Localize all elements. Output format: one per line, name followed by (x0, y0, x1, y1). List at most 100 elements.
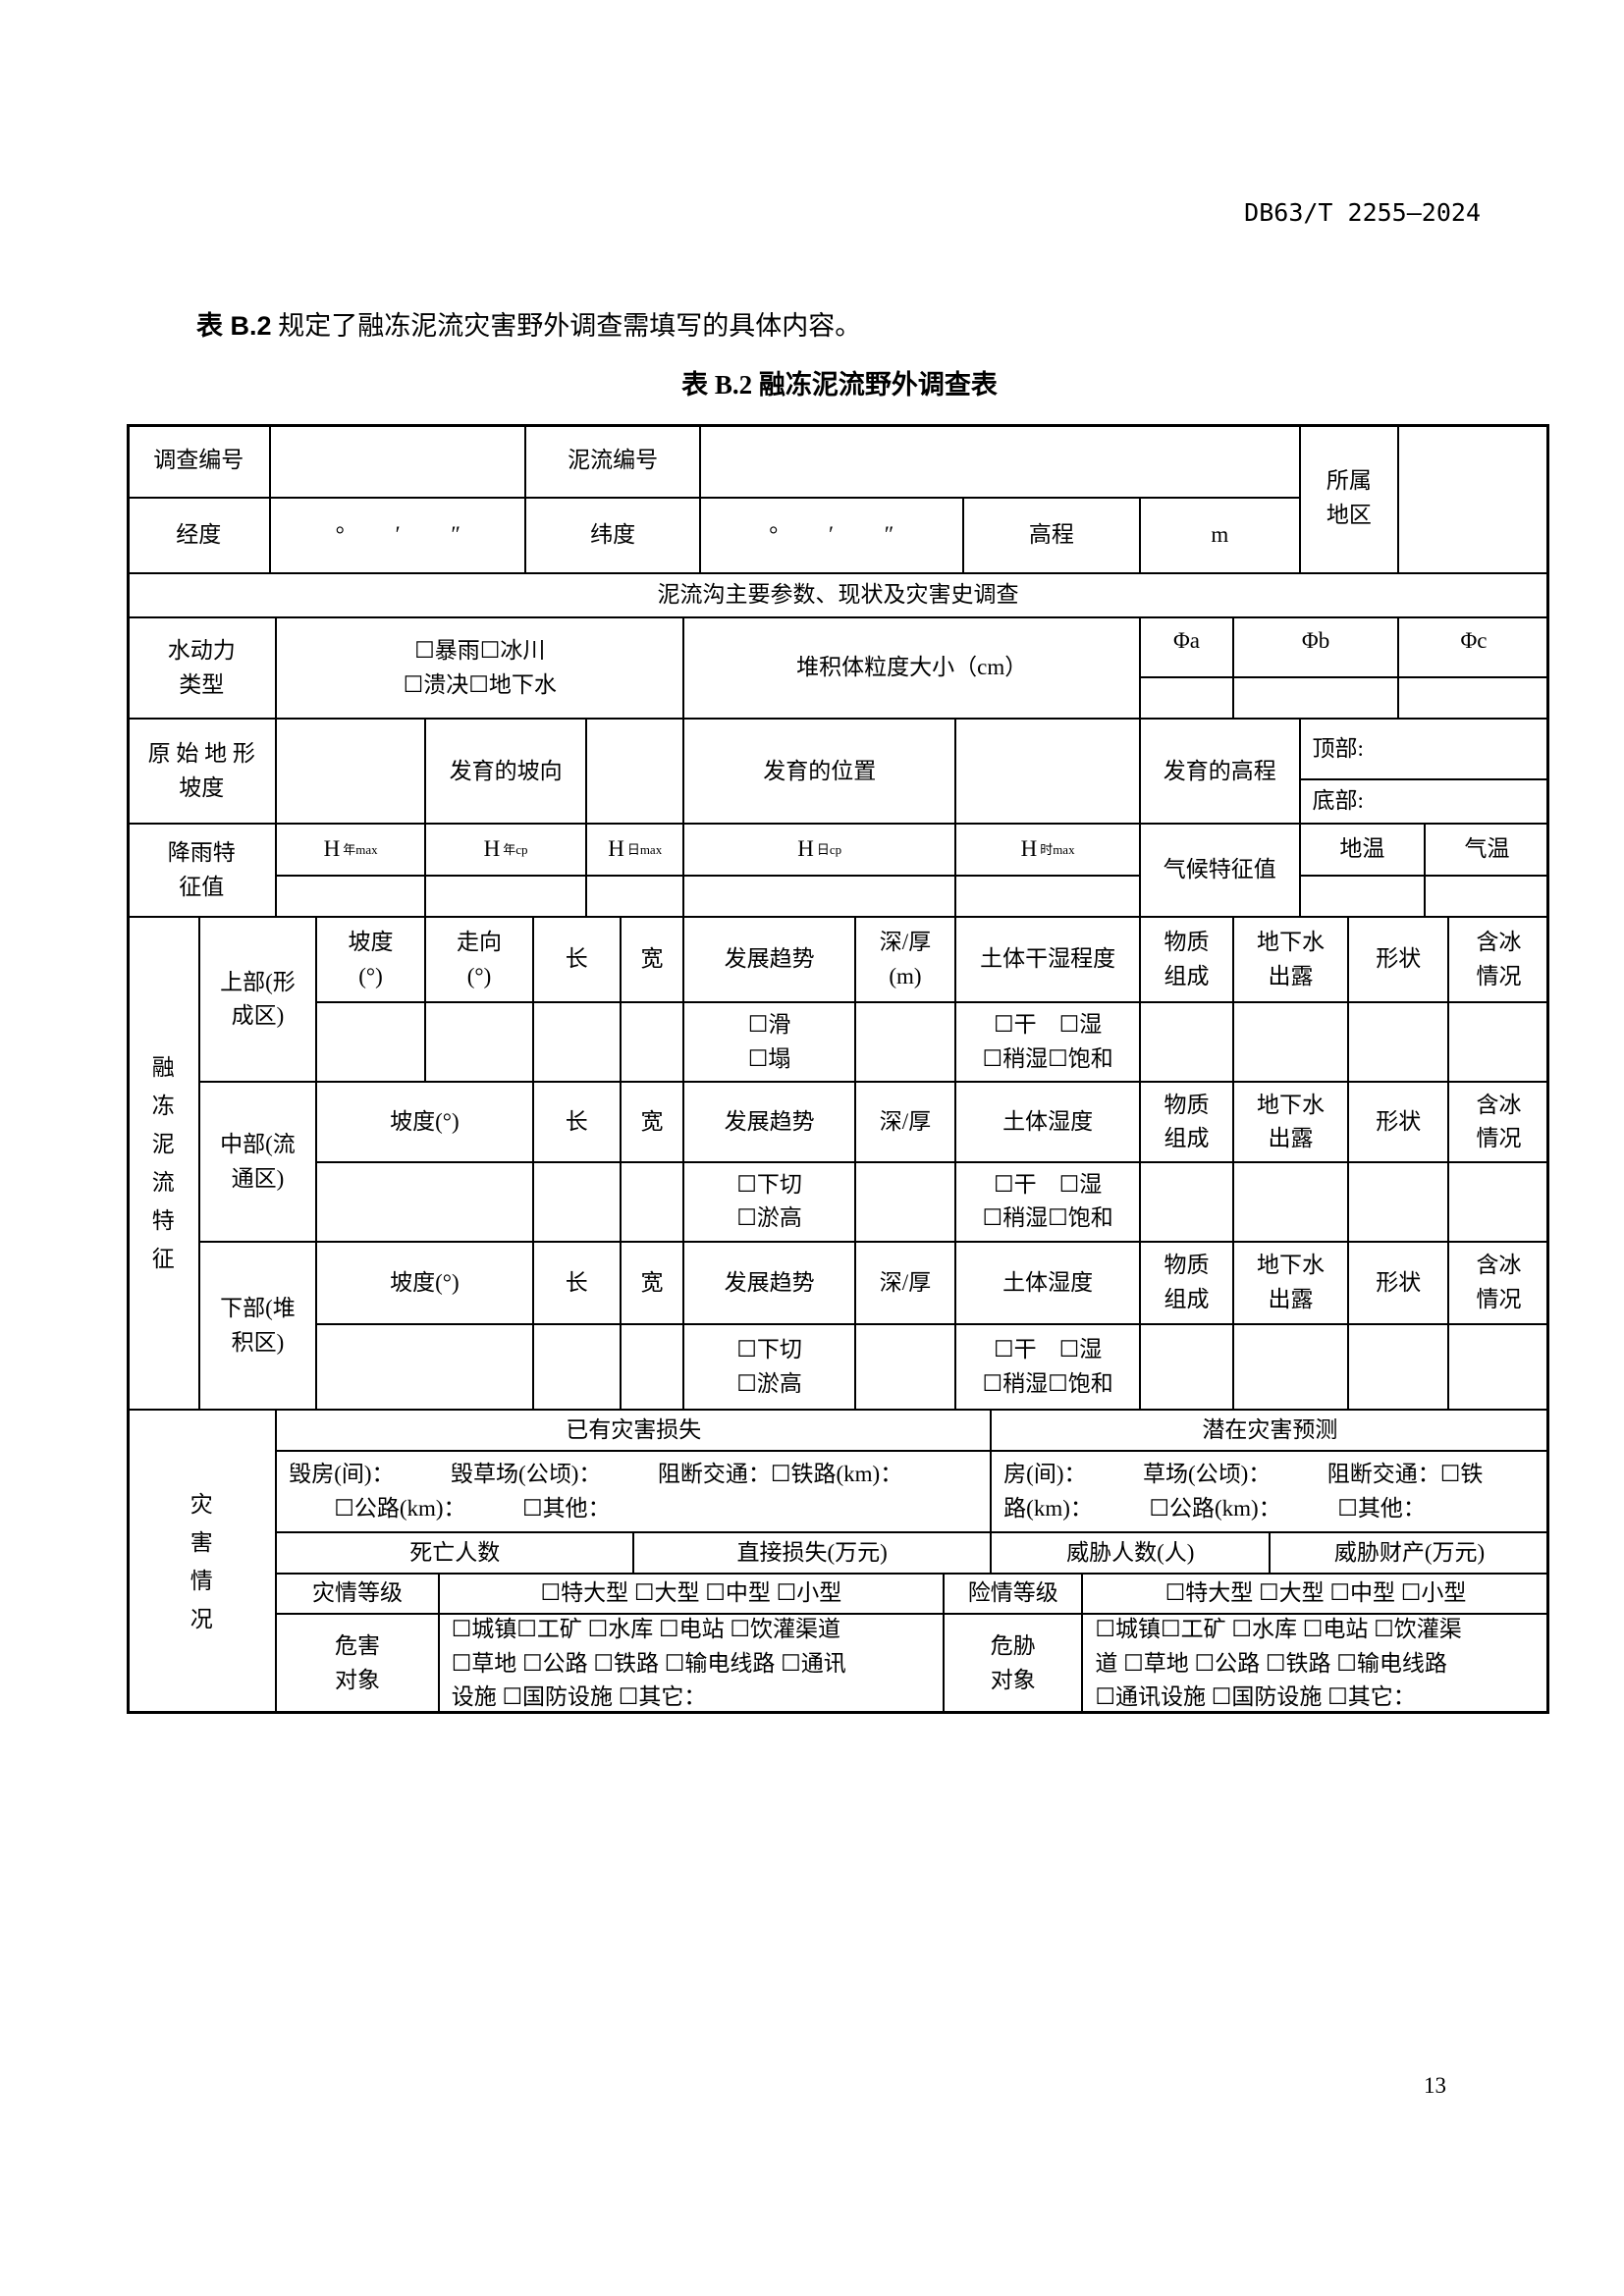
lower-zone-depth-label: 深/厚 (854, 1241, 956, 1325)
upper-zone-ice-field[interactable] (1448, 1002, 1549, 1083)
middle-zone-ice-field[interactable] (1448, 1161, 1549, 1242)
disaster-grade-options[interactable]: ☐特大型 ☐大型 ☐中型 ☐小型 (438, 1574, 945, 1614)
ground-temp-field[interactable] (1299, 875, 1426, 917)
middle-zone-shape-field[interactable] (1348, 1161, 1449, 1242)
lower-zone-moisture-options[interactable]: ☐干 ☐湿 ☐稍湿☐饱和 (955, 1324, 1141, 1411)
lower-zone-slope-label: 坡度(°) (315, 1241, 533, 1325)
rain-param-3: H 日cp (683, 824, 956, 876)
lower-zone-material-field[interactable] (1140, 1324, 1233, 1411)
upper-zone-slope-label: 坡度 (°) (315, 916, 426, 1003)
rain-param-field-1[interactable] (425, 875, 587, 917)
middle-zone-slope-field[interactable] (315, 1161, 533, 1242)
upper-zone-label: 上部(形 成区) (199, 916, 316, 1083)
middle-zone-length-field[interactable] (532, 1161, 621, 1242)
lower-zone-depth-field[interactable] (854, 1324, 956, 1411)
elevation-field[interactable]: m (1140, 497, 1300, 573)
standard-number: DB63/T 2255—2024 (1244, 198, 1481, 227)
terrain-slope-field[interactable] (276, 719, 426, 825)
lower-zone-trend-options[interactable]: ☐下切 ☐淤高 (683, 1324, 855, 1411)
longitude-label: 经度 (127, 497, 271, 573)
middle-zone-width-field[interactable] (620, 1161, 684, 1242)
lower-zone-shape-field[interactable] (1348, 1324, 1449, 1411)
middle-zone-slope-label: 坡度(°) (315, 1082, 533, 1162)
longitude-field[interactable]: ° ′ ″ (270, 497, 526, 573)
air-temp-field[interactable] (1425, 875, 1549, 917)
upper-zone-width-label: 宽 (620, 916, 684, 1003)
survey-no-label: 调查编号 (127, 423, 271, 498)
intro-table-ref: 表 B.2 (196, 311, 272, 341)
upper-zone-trend-options[interactable]: ☐滑 ☐塌 (683, 1002, 855, 1083)
top-elevation-field[interactable]: 顶部: (1299, 719, 1549, 780)
upper-zone-width-field[interactable] (620, 1002, 684, 1083)
rainfall-label: 降雨特 征值 (127, 824, 277, 917)
hydro-type-label: 水动力 类型 (127, 616, 277, 720)
lower-zone-slope-field[interactable] (315, 1324, 533, 1411)
position-label: 发育的位置 (683, 719, 956, 825)
middle-zone-groundwater-label: 地下水 出露 (1232, 1082, 1349, 1162)
lower-zone-ice-field[interactable] (1448, 1324, 1549, 1411)
latitude-field[interactable]: ° ′ ″ (699, 497, 963, 573)
rain-param-field-2[interactable] (586, 875, 684, 917)
rain-param-field-4[interactable] (955, 875, 1141, 917)
middle-zone-moisture-options[interactable]: ☐干 ☐湿 ☐稍湿☐饱和 (955, 1161, 1141, 1242)
middle-zone-material-field[interactable] (1140, 1161, 1233, 1242)
position-field[interactable] (955, 719, 1141, 825)
terrain-slope-label: 原 始 地 形 坡度 (127, 719, 277, 825)
dev-elevation-label: 发育的高程 (1140, 719, 1300, 825)
h-subscript: 日cp (816, 841, 842, 857)
lower-zone-label: 下部(堆 积区) (199, 1241, 316, 1411)
h-symbol: H (608, 836, 624, 862)
upper-zone-length-field[interactable] (532, 1002, 621, 1083)
h-subscript: 年max (343, 841, 378, 857)
phi-c-field[interactable] (1398, 677, 1549, 720)
elevation-label: 高程 (962, 497, 1141, 573)
lower-zone-ice-label: 含冰 情况 (1448, 1241, 1549, 1325)
harm-object-label: 危害 对象 (276, 1613, 439, 1715)
phi-b-field[interactable] (1232, 677, 1399, 720)
bottom-elevation-field[interactable]: 底部: (1299, 779, 1549, 825)
risk-grade-options[interactable]: ☐特大型 ☐大型 ☐中型 ☐小型 (1082, 1574, 1549, 1614)
region-field[interactable] (1398, 423, 1549, 573)
phi-a-field[interactable] (1140, 677, 1233, 720)
hydro-type-options[interactable]: ☐暴雨☐冰川 ☐溃决☐地下水 (276, 616, 684, 720)
existing-loss-details[interactable]: 毁房(间)： 毁草场(公顷)： 阻断交通：☐铁路(km)： ☐公路(km)： ☐… (276, 1451, 992, 1533)
upper-zone-shape-field[interactable] (1348, 1002, 1449, 1083)
rain-param-field-0[interactable] (276, 875, 426, 917)
lower-zone-width-field[interactable] (620, 1324, 684, 1411)
upper-zone-ice-label: 含冰 情况 (1448, 916, 1549, 1003)
potential-details[interactable]: 房(间)： 草场(公顷)： 阻断交通：☐铁 路(km)： ☐公路(km)： ☐其… (991, 1451, 1549, 1533)
flow-feature-label: 融 冻 泥 流 特 征 (127, 916, 200, 1411)
lower-zone-length-label: 长 (532, 1241, 621, 1325)
aspect-label: 发育的坡向 (425, 719, 587, 825)
h-symbol: H (797, 836, 814, 862)
upper-zone-slope-field[interactable] (315, 1002, 426, 1083)
intro-text: 表 B.2 规定了融冻泥流灾害野外调查需填写的具体内容。 (196, 304, 861, 343)
rain-param-field-3[interactable] (683, 875, 956, 917)
middle-zone-shape-label: 形状 (1348, 1082, 1449, 1162)
middle-zone-groundwater-field[interactable] (1232, 1161, 1349, 1242)
threat-object-options[interactable]: ☐城镇☐工矿 ☐水库 ☐电站 ☐饮灌渠 道 ☐草地 ☐公路 ☐铁路 ☐输电线路 … (1082, 1613, 1549, 1715)
upper-zone-trend-label: 发展趋势 (683, 916, 855, 1003)
survey-no-field[interactable] (270, 423, 526, 498)
upper-zone-depth-field[interactable] (854, 1002, 956, 1083)
threat-object-label: 危胁 对象 (944, 1613, 1083, 1715)
aspect-field[interactable] (586, 719, 684, 825)
existing-loss-heading: 已有灾害损失 (276, 1410, 992, 1452)
upper-zone-material-label: 物质 组成 (1140, 916, 1233, 1003)
h-symbol: H (483, 836, 501, 862)
lower-zone-length-field[interactable] (532, 1324, 621, 1411)
upper-zone-strike-field[interactable] (425, 1002, 533, 1083)
flow-no-field[interactable] (699, 423, 1300, 498)
h-subscript: 日max (626, 841, 663, 857)
flow-no-label: 泥流编号 (525, 423, 700, 498)
harm-object-options[interactable]: ☐城镇☐工矿 ☐水库 ☐电站 ☐饮灌渠道 ☐草地 ☐公路 ☐铁路 ☐输电线路 ☐… (438, 1613, 945, 1715)
middle-zone-depth-field[interactable] (854, 1161, 956, 1242)
upper-zone-depth-label: 深/厚 (m) (854, 916, 956, 1003)
middle-zone-trend-options[interactable]: ☐下切 ☐淤高 (683, 1161, 855, 1242)
upper-zone-moisture-options[interactable]: ☐干 ☐湿 ☐稍湿☐饱和 (955, 1002, 1141, 1083)
upper-zone-material-field[interactable] (1140, 1002, 1233, 1083)
lower-zone-groundwater-field[interactable] (1232, 1324, 1349, 1411)
rain-param-4: H 时max (955, 824, 1141, 876)
upper-zone-groundwater-field[interactable] (1232, 1002, 1349, 1083)
h-subscript: 年cp (503, 841, 528, 857)
